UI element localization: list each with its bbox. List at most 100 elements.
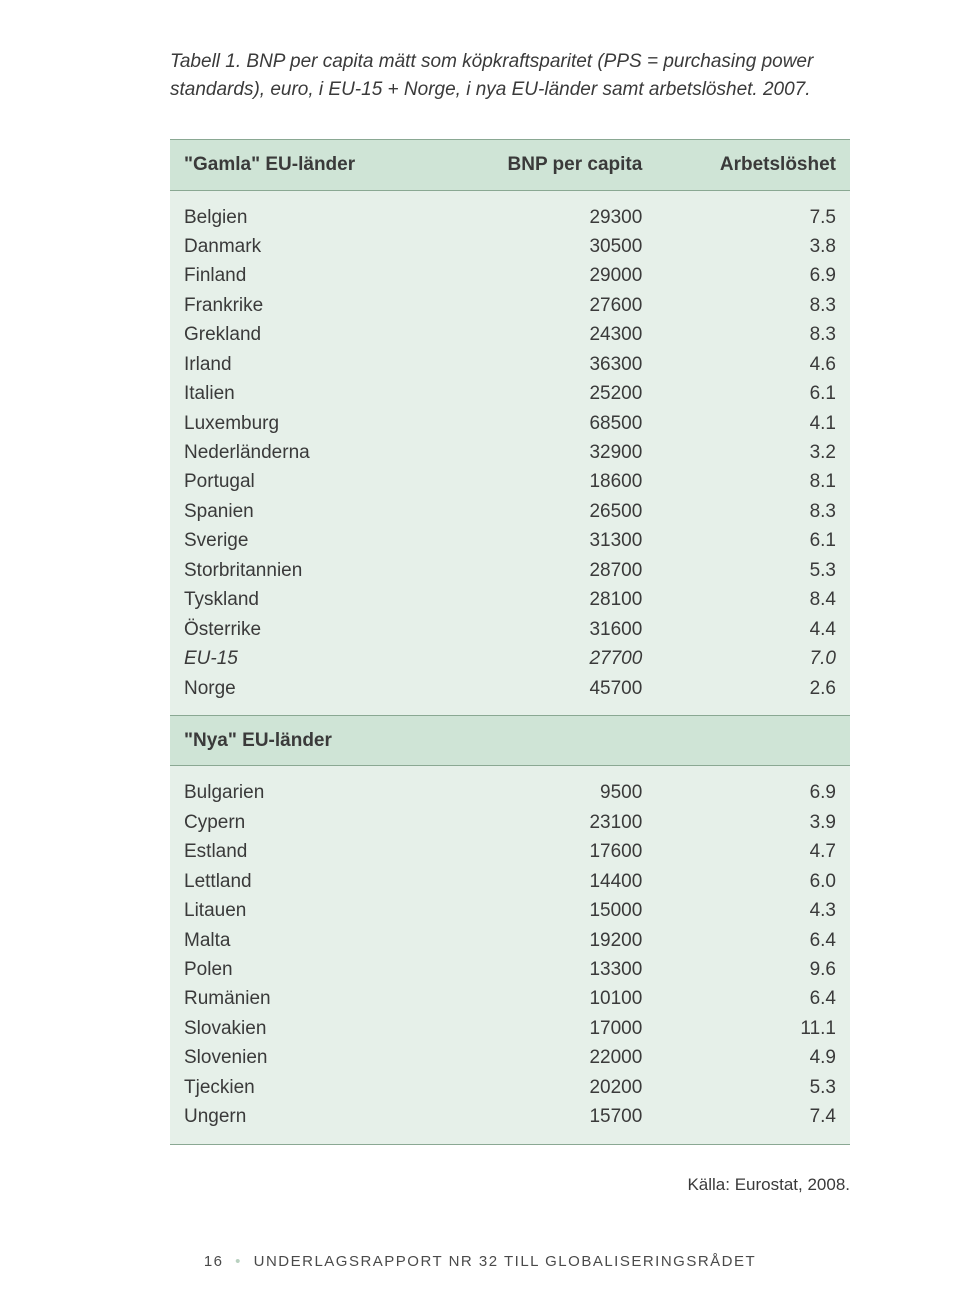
section-header-label: "Nya" EU-länder	[170, 715, 438, 765]
cell-arb: 6.9	[656, 261, 850, 290]
cell-country: Grekland	[170, 320, 438, 349]
cell-bnp: 17000	[438, 1014, 657, 1043]
section-header-empty	[656, 715, 850, 765]
cell-country: Rumänien	[170, 984, 438, 1013]
table-row: Danmark305003.8	[170, 232, 850, 261]
cell-country: Tyskland	[170, 585, 438, 614]
cell-bnp: 18600	[438, 467, 657, 496]
cell-country: Sverige	[170, 526, 438, 555]
table-row: Polen133009.6	[170, 955, 850, 984]
cell-bnp: 45700	[438, 674, 657, 716]
cell-bnp: 23100	[438, 808, 657, 837]
table-header-row: "Gamla" EU-länder BNP per capita Arbetsl…	[170, 140, 850, 190]
cell-bnp: 24300	[438, 320, 657, 349]
cell-arb: 11.1	[656, 1014, 850, 1043]
table-row: Tyskland281008.4	[170, 585, 850, 614]
table-row: Spanien265008.3	[170, 497, 850, 526]
cell-bnp: 9500	[438, 766, 657, 808]
table-row: Belgien293007.5	[170, 190, 850, 232]
cell-arb: 4.9	[656, 1043, 850, 1072]
cell-bnp: 15700	[438, 1102, 657, 1144]
cell-bnp: 10100	[438, 984, 657, 1013]
cell-arb: 8.3	[656, 320, 850, 349]
cell-bnp: 31300	[438, 526, 657, 555]
table-row: Estland176004.7	[170, 837, 850, 866]
cell-country: Italien	[170, 379, 438, 408]
cell-bnp: 20200	[438, 1073, 657, 1102]
section-header-empty	[438, 715, 657, 765]
cell-bnp: 14400	[438, 867, 657, 896]
cell-bnp: 28700	[438, 556, 657, 585]
cell-bnp: 36300	[438, 350, 657, 379]
cell-arb: 4.6	[656, 350, 850, 379]
cell-arb: 3.2	[656, 438, 850, 467]
cell-arb: 7.0	[656, 644, 850, 673]
table-row: EU-15277007.0	[170, 644, 850, 673]
cell-country: Estland	[170, 837, 438, 866]
cell-arb: 8.3	[656, 497, 850, 526]
cell-bnp: 13300	[438, 955, 657, 984]
cell-country: Portugal	[170, 467, 438, 496]
table-row: Luxemburg685004.1	[170, 409, 850, 438]
cell-country: Malta	[170, 926, 438, 955]
cell-country: Slovenien	[170, 1043, 438, 1072]
cell-bnp: 25200	[438, 379, 657, 408]
cell-arb: 8.3	[656, 291, 850, 320]
cell-bnp: 15000	[438, 896, 657, 925]
cell-country: Storbritannien	[170, 556, 438, 585]
cell-arb: 6.1	[656, 526, 850, 555]
table-row: Lettland144006.0	[170, 867, 850, 896]
cell-country: Danmark	[170, 232, 438, 261]
cell-bnp: 68500	[438, 409, 657, 438]
cell-bnp: 32900	[438, 438, 657, 467]
cell-arb: 4.3	[656, 896, 850, 925]
table-row: Norge457002.6	[170, 674, 850, 716]
section-header-row: "Nya" EU-länder	[170, 715, 850, 765]
cell-bnp: 27600	[438, 291, 657, 320]
cell-country: Finland	[170, 261, 438, 290]
table-row: Malta192006.4	[170, 926, 850, 955]
cell-country: Frankrike	[170, 291, 438, 320]
cell-bnp: 17600	[438, 837, 657, 866]
table-row: Tjeckien202005.3	[170, 1073, 850, 1102]
cell-arb: 6.0	[656, 867, 850, 896]
cell-country: Cypern	[170, 808, 438, 837]
cell-arb: 7.5	[656, 190, 850, 232]
cell-bnp: 27700	[438, 644, 657, 673]
table-row: Ungern157007.4	[170, 1102, 850, 1144]
cell-arb: 6.1	[656, 379, 850, 408]
cell-arb: 5.3	[656, 1073, 850, 1102]
cell-arb: 8.1	[656, 467, 850, 496]
cell-arb: 4.7	[656, 837, 850, 866]
cell-country: Bulgarien	[170, 766, 438, 808]
table-row: Frankrike276008.3	[170, 291, 850, 320]
cell-arb: 6.4	[656, 984, 850, 1013]
cell-country: EU-15	[170, 644, 438, 673]
cell-bnp: 30500	[438, 232, 657, 261]
cell-country: Belgien	[170, 190, 438, 232]
cell-country: Österrike	[170, 615, 438, 644]
table-row: Cypern231003.9	[170, 808, 850, 837]
cell-bnp: 19200	[438, 926, 657, 955]
cell-bnp: 29300	[438, 190, 657, 232]
cell-bnp: 29000	[438, 261, 657, 290]
cell-arb: 6.9	[656, 766, 850, 808]
cell-bnp: 31600	[438, 615, 657, 644]
cell-country: Spanien	[170, 497, 438, 526]
col-header-country: "Gamla" EU-länder	[170, 140, 438, 190]
table-row: Sverige313006.1	[170, 526, 850, 555]
cell-arb: 2.6	[656, 674, 850, 716]
source-line: Källa: Eurostat, 2008.	[170, 1175, 850, 1195]
cell-arb: 9.6	[656, 955, 850, 984]
cell-bnp: 22000	[438, 1043, 657, 1072]
cell-arb: 7.4	[656, 1102, 850, 1144]
table-row: Österrike316004.4	[170, 615, 850, 644]
col-header-arb: Arbetslöshet	[656, 140, 850, 190]
footer-text: UNDERLAGSRAPPORT NR 32 TILL GLOBALISERIN…	[254, 1253, 757, 1270]
page-footer: 16 • UNDERLAGSRAPPORT NR 32 TILL GLOBALI…	[0, 1253, 960, 1270]
table-row: Italien252006.1	[170, 379, 850, 408]
cell-country: Polen	[170, 955, 438, 984]
cell-country: Luxemburg	[170, 409, 438, 438]
table-row: Storbritannien287005.3	[170, 556, 850, 585]
cell-bnp: 26500	[438, 497, 657, 526]
